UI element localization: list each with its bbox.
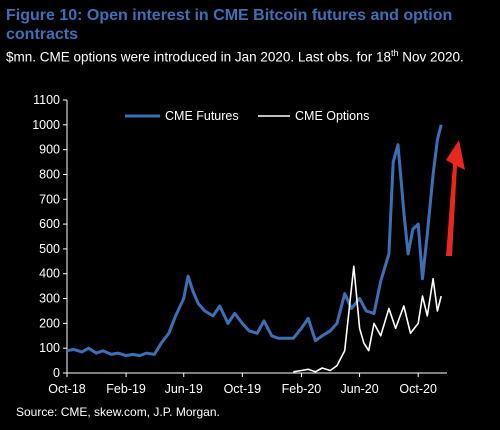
series-lines — [66, 124, 443, 373]
subtitle-text: $mn. CME options were introduced in Jan … — [6, 49, 391, 65]
options-series-line — [293, 265, 442, 373]
subtitle-superscript: th — [390, 48, 399, 58]
y-tick-label: 400 — [39, 267, 60, 281]
legend: CME Futures CME Options — [125, 109, 369, 123]
x-tick-label: Feb-20 — [282, 382, 322, 396]
x-tick-label: Oct-18 — [48, 382, 86, 396]
red-arrow-icon — [446, 140, 465, 256]
x-tick-label: Jun-20 — [340, 382, 378, 396]
annotations — [446, 140, 465, 256]
futures-series-line — [66, 124, 443, 358]
y-tick-label: 500 — [39, 242, 60, 256]
x-tick-label: Feb-19 — [106, 382, 146, 396]
y-tick-label: 900 — [39, 143, 60, 157]
y-tick-label: 1000 — [32, 118, 60, 132]
x-tick-label: Oct-19 — [224, 382, 262, 396]
y-tick-label: 1100 — [33, 93, 60, 107]
y-tick-label: 300 — [39, 292, 60, 306]
x-tick-label: Jun-19 — [165, 382, 203, 396]
axes: 0 100 200 300 400 500 600 700 800 900 1000 1100 Oct-… — [32, 93, 447, 396]
y-tick-label: 0 — [53, 366, 60, 380]
legend-label-futures: CME Futures — [165, 109, 239, 123]
chart-title: Figure 10: Open interest in CME Bitcoin … — [6, 7, 453, 43]
y-tick-label: 800 — [39, 167, 60, 181]
x-tick-label: Oct-20 — [399, 382, 437, 396]
y-tick-label: 100 — [39, 341, 60, 355]
y-tick-label: 700 — [39, 192, 60, 206]
y-tick-label: 600 — [39, 217, 60, 231]
subtitle-text-end: Nov 2020. — [398, 49, 464, 65]
legend-label-options: CME Options — [295, 109, 369, 123]
source-note: Source: CME, skew.com, J.P. Morgan. — [16, 405, 220, 419]
y-tick-label: 200 — [39, 316, 60, 330]
chart-subtitle: $mn. CME options were introduced in Jan … — [6, 45, 494, 66]
